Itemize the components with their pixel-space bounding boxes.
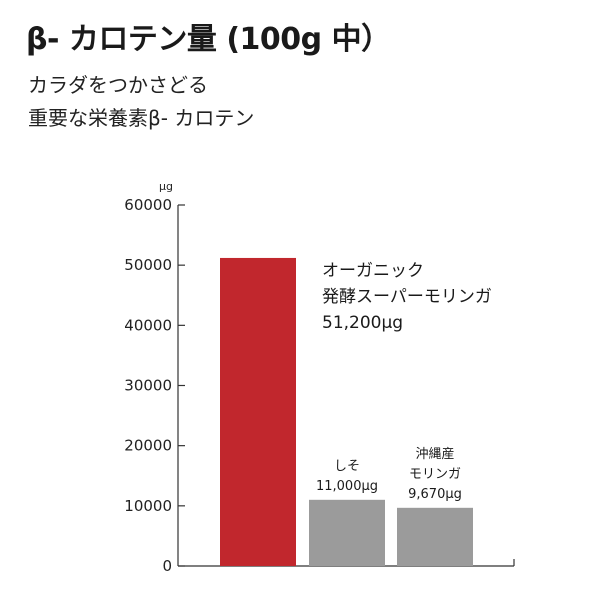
y-tick-label: 50000 (124, 256, 172, 274)
y-tick-label: 20000 (124, 437, 172, 455)
bar-1 (220, 257, 296, 566)
bar-3-label-line-2: モリンガ (409, 467, 461, 482)
bar-2-label-line-2: 11,000μg (316, 479, 378, 494)
bar-3-label-line-1: 沖縄産 (415, 446, 454, 462)
y-tick-label: 10000 (124, 497, 172, 515)
bar-1-label-line-1: オーガニック (322, 261, 424, 281)
y-tick-label: 40000 (124, 316, 172, 334)
y-axis-unit-label: μg (159, 180, 173, 193)
subtitle-line-2: 重要な栄養素β- カロテン (28, 106, 255, 130)
chart-bars (220, 257, 473, 566)
subtitle-line-1: カラダをつかさどる (28, 73, 208, 97)
y-tick-label: 0 (162, 557, 172, 575)
y-tick-label: 60000 (124, 196, 172, 214)
bar-2 (309, 499, 385, 566)
bar-1-label-line-2: 発酵スーパーモリンガ (322, 287, 492, 307)
bar-1-label-line-3: 51,200μg (322, 313, 403, 333)
y-tick-label: 30000 (124, 377, 172, 395)
bar-3 (397, 507, 473, 566)
bar-2-label-line-1: しそ (334, 459, 360, 474)
bar-3-label-line-3: 9,670μg (408, 487, 462, 502)
chart-title: β- カロテン量 (100g 中） (26, 22, 391, 57)
